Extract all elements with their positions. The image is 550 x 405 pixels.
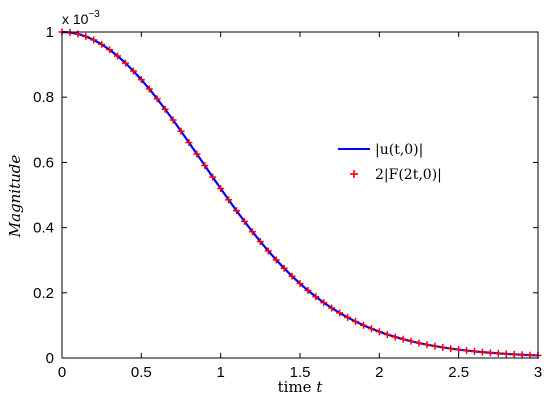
x-tick-label: 2 [375, 364, 383, 381]
x-tick-label: 0.5 [131, 364, 152, 381]
data-point-f [272, 256, 280, 264]
data-point-f [177, 127, 185, 135]
y-tick-label: 0.6 [33, 154, 54, 171]
data-point-f [153, 95, 161, 103]
data-point-f [494, 349, 502, 357]
plot-area [62, 32, 538, 358]
data-point-f [145, 85, 153, 93]
y-exponent-label: x 10−3 [62, 9, 100, 27]
data-point-f [121, 59, 129, 67]
data-point-f [169, 116, 177, 124]
legend: |u(t,0)| 2|F(2t,0)| [338, 142, 442, 183]
data-point-f [209, 173, 217, 181]
data-point-f [359, 321, 367, 329]
data-point-f [336, 309, 344, 317]
data-point-f [114, 52, 122, 60]
data-point-f [82, 32, 90, 40]
x-tick-label: 3 [534, 364, 542, 381]
x-tick-label: 0 [58, 364, 66, 381]
data-point-f [518, 351, 526, 359]
data-point-f [320, 299, 328, 307]
y-tick-label: 0.2 [33, 285, 54, 302]
y-tick-label: 0.8 [33, 89, 54, 106]
data-point-f [161, 105, 169, 113]
data-point-f [312, 293, 320, 301]
data-point-f [471, 347, 479, 355]
data-point-f [296, 280, 304, 288]
data-point-f [399, 335, 407, 343]
data-point-f [304, 286, 312, 294]
data-point-f [423, 341, 431, 349]
x-tick-label: 1.5 [290, 364, 311, 381]
data-point-f [486, 349, 494, 357]
x-tick-label: 1 [216, 364, 224, 381]
data-point-f [264, 247, 272, 255]
data-point-f [375, 328, 383, 336]
data-point-f [288, 272, 296, 280]
y-axis-label: Magnitude [6, 155, 24, 239]
data-point-f [367, 325, 375, 333]
data-point-f [502, 350, 510, 358]
data-point-f [90, 36, 98, 44]
data-point-f [463, 347, 471, 355]
legend-marker-swatch [350, 170, 358, 178]
x-tick-label: 2.5 [448, 364, 469, 381]
data-point-f [193, 150, 201, 158]
x-axis-label: time t [278, 378, 324, 396]
data-point-f [526, 351, 534, 359]
data-point-f [137, 76, 145, 84]
data-point-f [383, 330, 391, 338]
data-point-f [510, 350, 518, 358]
tick-labels-layer: 0 0.5 1 1.5 2 2.5 3 0 0.2 0.4 0.6 0.8 1 [33, 24, 542, 381]
series-layer [58, 28, 542, 359]
data-point-f [225, 196, 233, 204]
data-point-f [344, 313, 352, 321]
data-point-f [233, 207, 241, 215]
data-point-f [431, 342, 439, 350]
data-point-f [447, 345, 455, 353]
data-point-f [439, 343, 447, 351]
legend-entry-f: 2|F(2t,0)| [375, 167, 442, 183]
data-point-f [256, 238, 264, 246]
data-point-f [328, 304, 336, 312]
data-point-f [415, 339, 423, 347]
data-point-f [478, 348, 486, 356]
data-point-f [129, 67, 137, 75]
ticks-layer [61, 31, 539, 359]
data-point-f [106, 46, 114, 54]
data-point-f [455, 346, 463, 354]
y-tick-label: 1 [46, 24, 54, 41]
data-point-f [248, 228, 256, 236]
legend-entry-u: |u(t,0)| [375, 142, 423, 158]
y-tick-label: 0 [46, 350, 54, 367]
data-point-f [98, 40, 106, 48]
data-point-f [407, 337, 415, 345]
data-point-f [185, 139, 193, 147]
data-point-f [217, 185, 225, 193]
data-point-f [280, 264, 288, 272]
data-point-f [240, 217, 248, 225]
data-point-f [391, 333, 399, 341]
data-point-f [352, 318, 360, 326]
y-tick-label: 0.4 [33, 220, 54, 237]
data-point-f [201, 162, 209, 170]
